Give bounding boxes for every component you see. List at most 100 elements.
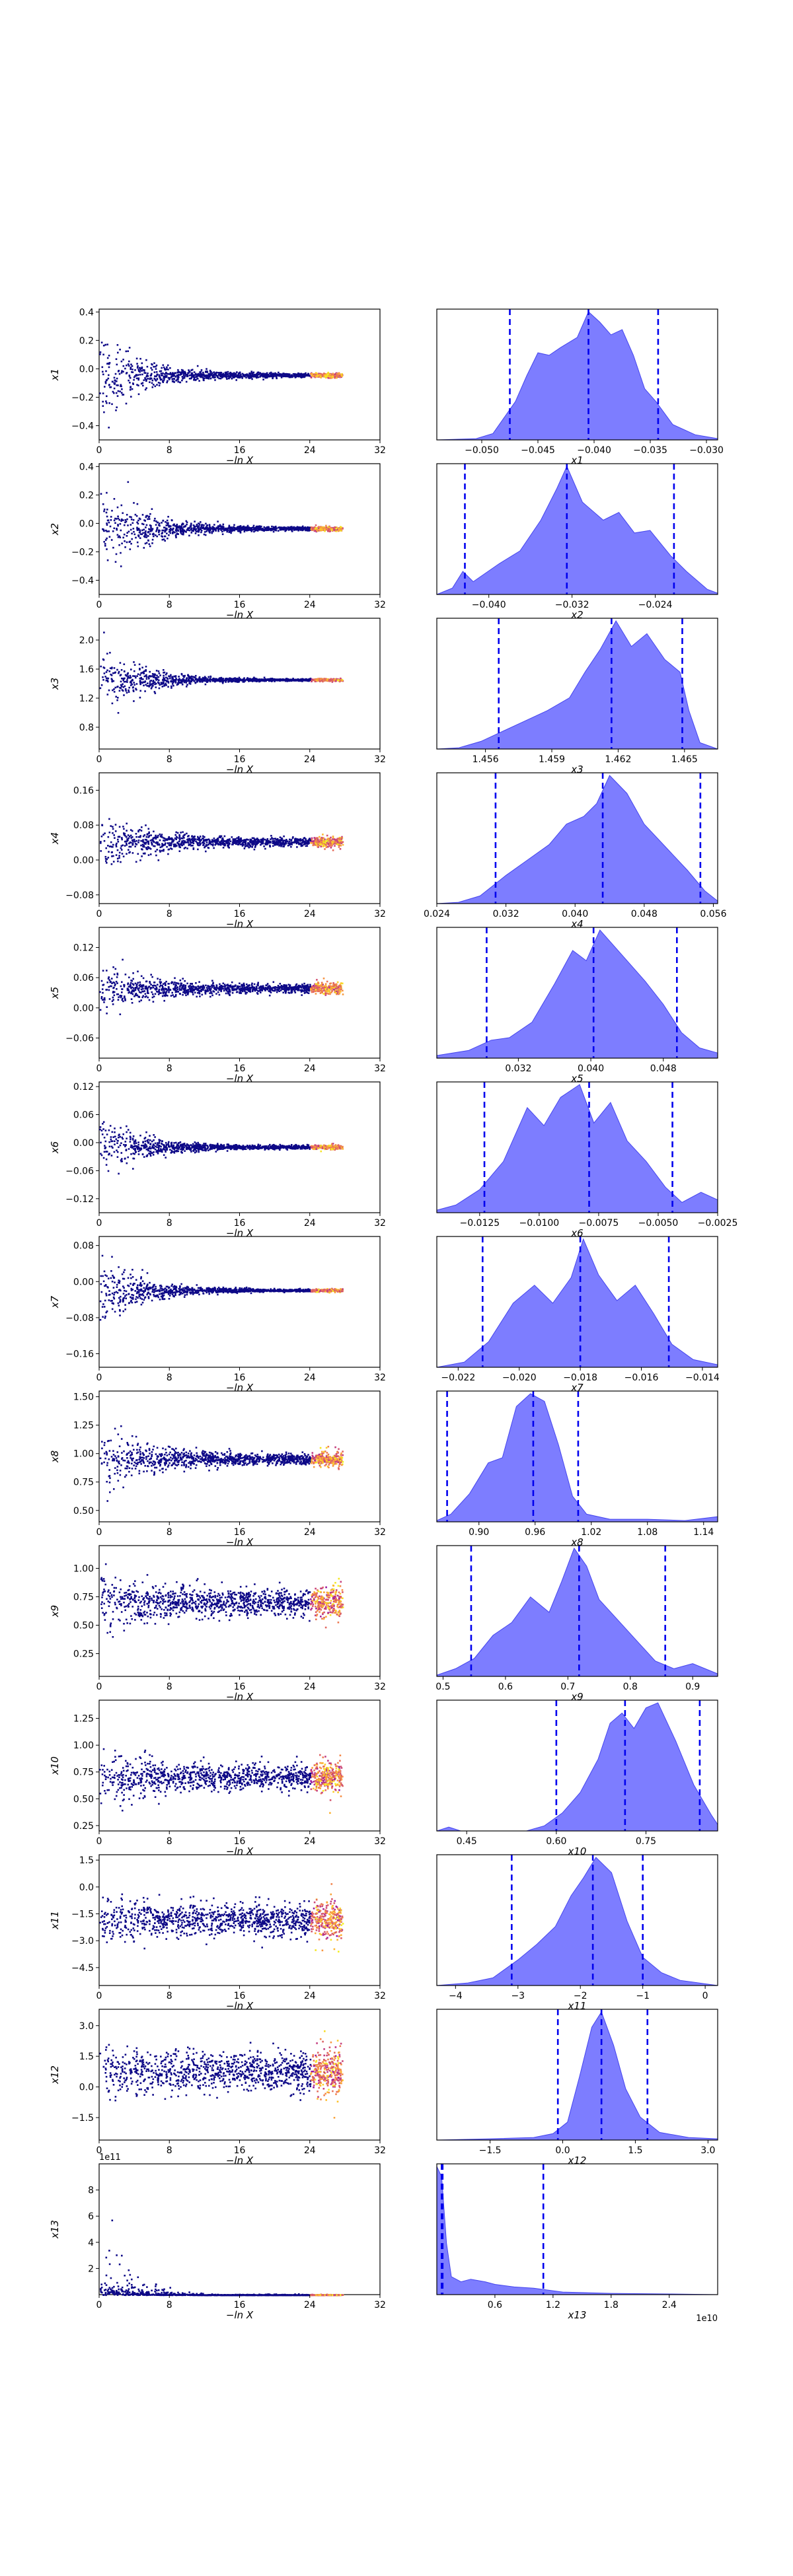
trace-point <box>99 351 102 353</box>
trace-x-tick-label: 0 <box>96 754 102 765</box>
trace-point <box>160 373 163 375</box>
trace-point <box>159 370 161 373</box>
trace-point <box>246 679 249 681</box>
trace-point <box>114 686 116 689</box>
trace-point <box>172 531 174 534</box>
trace-point <box>106 694 109 696</box>
trace-points <box>99 341 344 429</box>
trace-point <box>147 518 149 520</box>
trace-point <box>167 842 169 844</box>
trace-point <box>298 373 301 376</box>
trace-point <box>235 841 238 844</box>
trace-point <box>180 532 182 534</box>
trace-point <box>236 374 238 376</box>
trace-point <box>259 372 261 374</box>
trace-point <box>143 547 145 549</box>
trace-point <box>199 373 201 375</box>
trace-point <box>324 845 326 847</box>
trace-point <box>188 680 190 682</box>
trace-point <box>241 377 243 379</box>
trace-point <box>197 842 200 844</box>
trace-point <box>219 371 221 374</box>
trace-point <box>114 373 117 375</box>
trace-point <box>182 374 185 376</box>
trace-point <box>182 678 184 681</box>
trace-point <box>195 530 198 532</box>
trace-point <box>340 374 343 376</box>
trace-y-tick-label: 1.2 <box>79 694 94 704</box>
trace-point <box>157 678 159 680</box>
trace-point <box>167 853 169 855</box>
trace-point <box>163 538 165 540</box>
trace-y-tick-label: −0.2 <box>71 392 94 403</box>
trace-point <box>202 844 204 846</box>
trace-point <box>116 857 119 860</box>
trace-point <box>197 527 200 529</box>
trace-point <box>122 519 124 521</box>
trace-point <box>132 519 135 521</box>
trace-point <box>145 516 147 519</box>
trace-point <box>214 843 216 846</box>
trace-point <box>126 541 128 544</box>
trace-point <box>109 386 111 388</box>
trace-point <box>110 841 112 843</box>
trace-point <box>149 684 151 686</box>
trace-point <box>169 524 170 527</box>
trace-point <box>131 532 133 535</box>
trace-point <box>179 843 181 846</box>
trace-point <box>116 528 118 531</box>
trace-point <box>276 376 278 378</box>
trace-point <box>115 409 117 411</box>
panels-container: 0 8 16 24 32−ln X0.40.20.0−0.2−0.4x1−0.050 −0… <box>49 307 737 2324</box>
trace-point <box>172 524 174 526</box>
trace-point <box>111 403 113 406</box>
trace-point <box>166 519 169 522</box>
trace-point <box>286 678 288 680</box>
trace-point <box>128 379 130 382</box>
trace-point <box>193 371 196 373</box>
trace-point <box>327 373 329 376</box>
trace-point <box>145 380 147 382</box>
trace-point <box>128 375 131 377</box>
trace-point <box>245 528 248 530</box>
trace-point <box>164 530 166 533</box>
trace-point <box>197 373 200 376</box>
trace-point <box>206 368 208 370</box>
trace-point <box>334 530 336 532</box>
trace-point <box>151 528 154 530</box>
trace-point <box>145 665 147 668</box>
trace-point <box>145 839 147 841</box>
trace-point <box>174 534 177 536</box>
trace-point <box>171 683 174 685</box>
trace-point <box>314 838 317 840</box>
trace-point <box>143 672 145 674</box>
trace-point <box>133 378 135 381</box>
trace-point <box>243 847 246 849</box>
trace-point <box>169 677 171 680</box>
trace-point <box>235 379 237 381</box>
trace-point <box>164 529 166 532</box>
trace-point <box>107 845 109 847</box>
trace-point <box>209 369 211 372</box>
trace-point <box>301 373 303 375</box>
trace-point <box>115 696 117 698</box>
trace-point <box>340 677 342 680</box>
trace-point <box>196 678 198 680</box>
trace-point <box>112 689 114 692</box>
marginal-x-tick-label: −0.032 <box>555 600 589 610</box>
trace-point <box>237 373 240 376</box>
trace-point <box>190 526 192 528</box>
marginal-kde-area <box>436 311 718 441</box>
trace-point <box>309 840 311 841</box>
trace-point <box>104 855 107 858</box>
trace-point <box>322 529 324 531</box>
trace-point <box>228 678 231 680</box>
trace-point <box>104 343 106 346</box>
trace-x-tick-label: 24 <box>304 754 316 765</box>
trace-x-tick-label: 8 <box>167 754 172 765</box>
trace-point <box>100 684 103 686</box>
trace-point <box>246 677 248 679</box>
trace-point <box>194 677 197 679</box>
trace-point <box>210 374 213 376</box>
trace-point <box>147 843 150 845</box>
